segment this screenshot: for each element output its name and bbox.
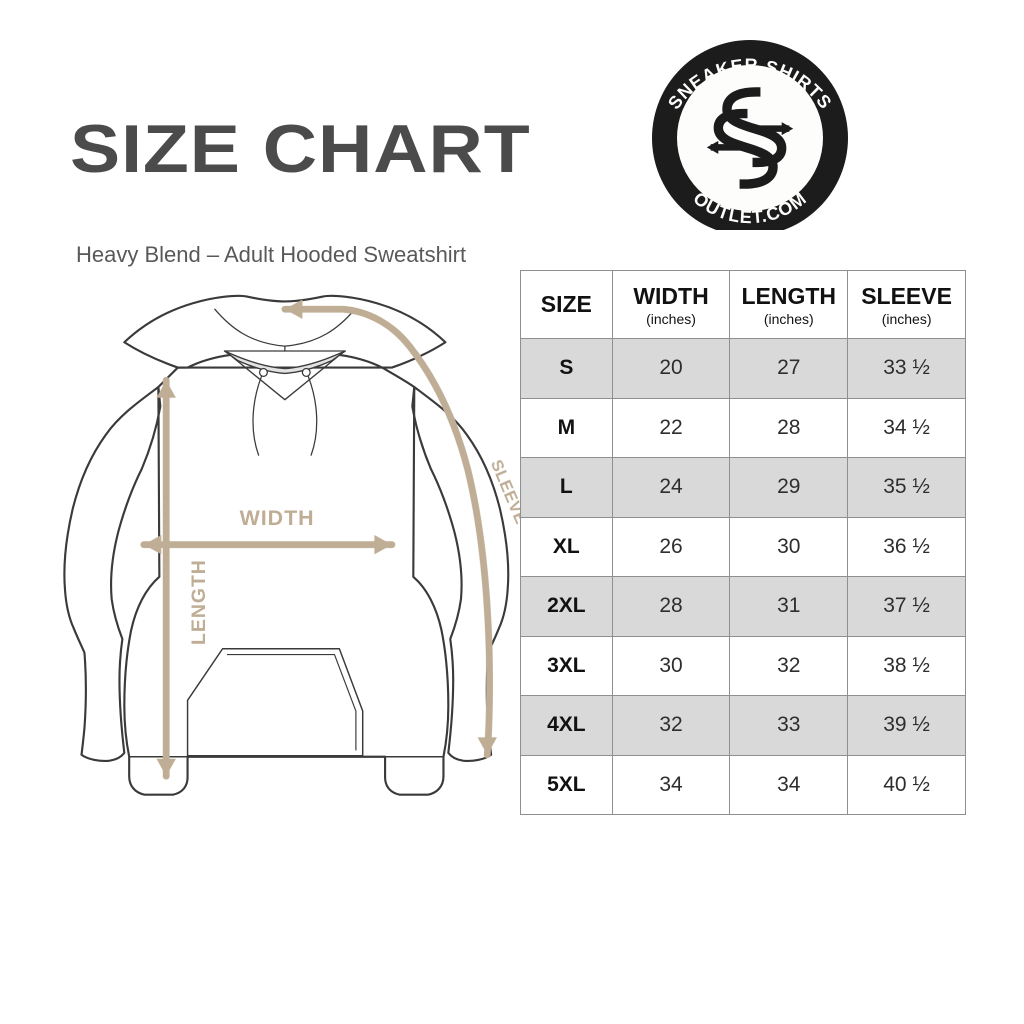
svg-text:WIDTH: WIDTH <box>240 506 315 530</box>
svg-text:SLEEVE: SLEEVE <box>487 457 520 527</box>
svg-text:LENGTH: LENGTH <box>188 559 210 645</box>
